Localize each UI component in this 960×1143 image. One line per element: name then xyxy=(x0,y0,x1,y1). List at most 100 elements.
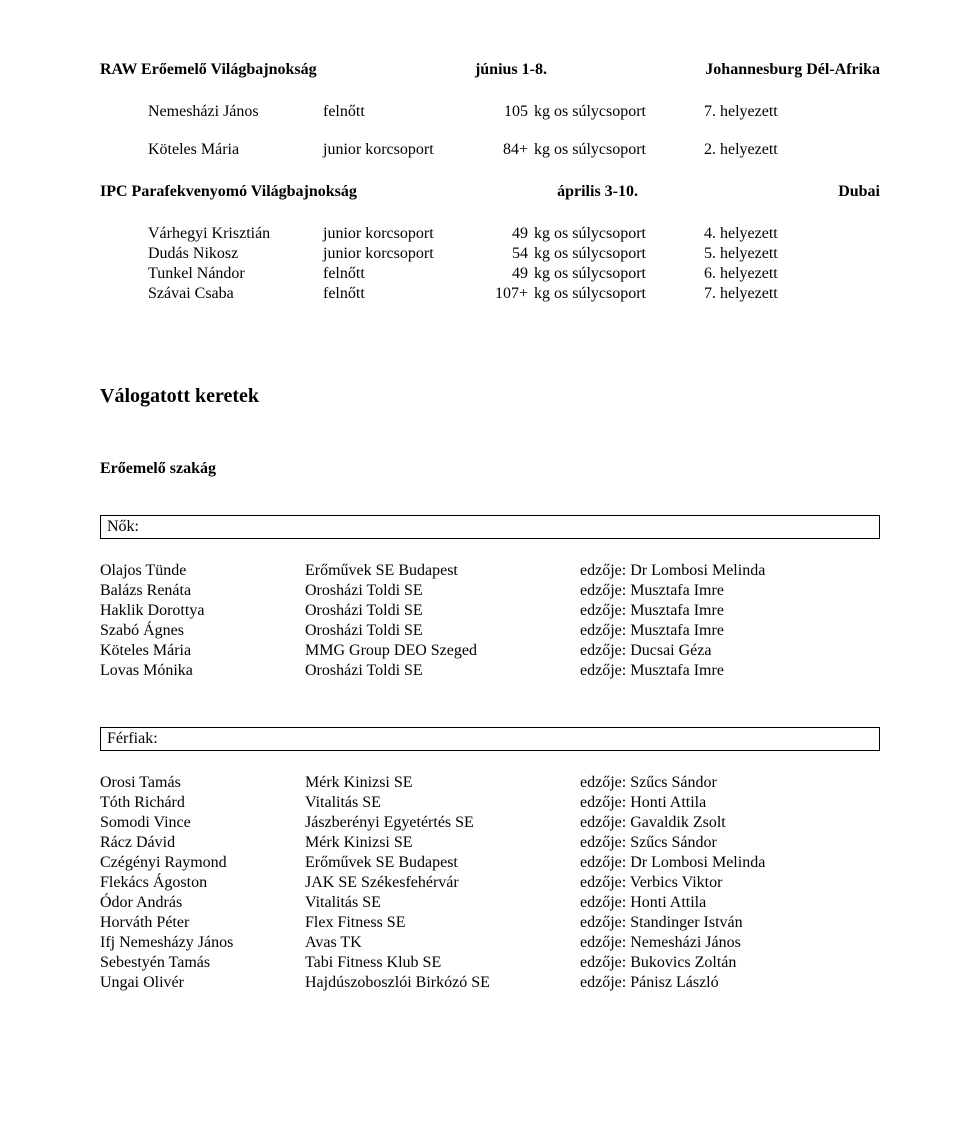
result-row: Nemesházi Jánosfelnőtt105kg os súlycsopo… xyxy=(148,102,880,122)
trio-row: Horváth PéterFlex Fitness SEedzője: Stan… xyxy=(100,913,880,933)
person-club: Jászberényi Egyetértés SE xyxy=(305,813,580,833)
person-coach: edzője: Honti Attila xyxy=(580,893,706,913)
result-num: 49 xyxy=(483,264,534,284)
event1-results: Nemesházi Jánosfelnőtt105kg os súlycsopo… xyxy=(100,102,880,160)
person-coach: edzője: Verbics Viktor xyxy=(580,873,722,893)
result-wt: kg os súlycsoport xyxy=(534,140,704,160)
trio-row: Lovas MónikaOrosházi Toldi SEedzője: Mus… xyxy=(100,661,880,681)
person-coach: edzője: Musztafa Imre xyxy=(580,601,724,621)
event2-title-mid: április 3-10. xyxy=(557,182,638,202)
person-club: Hajdúszoboszlói Birkózó SE xyxy=(305,973,580,993)
women-label-box: Nők: xyxy=(100,515,880,539)
result-num: 84+ xyxy=(483,140,534,160)
person-name: Haklik Dorottya xyxy=(100,601,305,621)
event1-title-right: Johannesburg Dél-Afrika xyxy=(705,60,880,80)
event1-title-left: RAW Erőemelő Világbajnokság xyxy=(100,60,317,80)
person-club: Erőművek SE Budapest xyxy=(305,561,580,581)
women-label: Nők: xyxy=(107,518,139,535)
person-name: Rácz Dávid xyxy=(100,833,305,853)
person-name: Sebestyén Tamás xyxy=(100,953,305,973)
person-coach: edzője: Standinger István xyxy=(580,913,743,933)
person-club: Avas TK xyxy=(305,933,580,953)
person-club: Orosházi Toldi SE xyxy=(305,581,580,601)
men-list: Orosi TamásMérk Kinizsi SEedzője: Szűcs … xyxy=(100,773,880,993)
person-name: Tóth Richárd xyxy=(100,793,305,813)
result-num: 105 xyxy=(483,102,534,122)
event1-header: RAW Erőemelő Világbajnokság június 1-8. … xyxy=(100,60,880,80)
person-coach: edzője: Honti Attila xyxy=(580,793,706,813)
person-coach: edzője: Szűcs Sándor xyxy=(580,773,717,793)
result-place: 6. helyezett xyxy=(704,264,778,284)
trio-row: Tóth RichárdVitalitás SEedzője: Honti At… xyxy=(100,793,880,813)
person-club: Vitalitás SE xyxy=(305,793,580,813)
trio-row: Köteles MáriaMMG Group DEO Szegededzője:… xyxy=(100,641,880,661)
section-title: Válogatott keretek xyxy=(100,384,880,409)
trio-row: Haklik DorottyaOrosházi Toldi SEedzője: … xyxy=(100,601,880,621)
person-club: Vitalitás SE xyxy=(305,893,580,913)
result-name: Nemesházi János xyxy=(148,102,323,122)
result-place: 4. helyezett xyxy=(704,224,778,244)
person-name: Orosi Tamás xyxy=(100,773,305,793)
result-age: felnőtt xyxy=(323,284,483,304)
result-wt: kg os súlycsoport xyxy=(534,102,704,122)
result-row: Köteles Máriajunior korcsoport84+kg os s… xyxy=(148,140,880,160)
result-row: Szávai Csabafelnőtt107+kg os súlycsoport… xyxy=(148,284,880,304)
person-club: JAK SE Székesfehérvár xyxy=(305,873,580,893)
result-place: 7. helyezett xyxy=(704,102,778,122)
person-club: Orosházi Toldi SE xyxy=(305,661,580,681)
person-coach: edzője: Musztafa Imre xyxy=(580,661,724,681)
person-name: Czégényi Raymond xyxy=(100,853,305,873)
trio-row: Ódor AndrásVitalitás SEedzője: Honti Att… xyxy=(100,893,880,913)
result-age: junior korcsoport xyxy=(323,244,483,264)
person-name: Köteles Mária xyxy=(100,641,305,661)
event2-title-left: IPC Parafekvenyomó Világbajnokság xyxy=(100,182,357,202)
result-place: 7. helyezett xyxy=(704,284,778,304)
event2-results: Várhegyi Krisztiánjunior korcsoport49kg … xyxy=(100,224,880,304)
result-wt: kg os súlycsoport xyxy=(534,264,704,284)
person-coach: edzője: Dr Lombosi Melinda xyxy=(580,561,765,581)
event2-header: IPC Parafekvenyomó Világbajnokság áprili… xyxy=(100,182,880,202)
result-name: Köteles Mária xyxy=(148,140,323,160)
result-place: 5. helyezett xyxy=(704,244,778,264)
person-club: Orosházi Toldi SE xyxy=(305,601,580,621)
person-name: Ungai Olivér xyxy=(100,973,305,993)
person-club: Flex Fitness SE xyxy=(305,913,580,933)
trio-row: Flekács ÁgostonJAK SE Székesfehérváredző… xyxy=(100,873,880,893)
person-name: Olajos Tünde xyxy=(100,561,305,581)
person-name: Szabó Ágnes xyxy=(100,621,305,641)
trio-row: Sebestyén TamásTabi Fitness Klub SEedzőj… xyxy=(100,953,880,973)
result-num: 49 xyxy=(483,224,534,244)
person-club: Mérk Kinizsi SE xyxy=(305,833,580,853)
result-name: Szávai Csaba xyxy=(148,284,323,304)
person-name: Flekács Ágoston xyxy=(100,873,305,893)
person-coach: edzője: Pánisz László xyxy=(580,973,719,993)
men-label-box: Férfiak: xyxy=(100,727,880,751)
women-list: Olajos TündeErőművek SE Budapestedzője: … xyxy=(100,561,880,681)
person-name: Balázs Renáta xyxy=(100,581,305,601)
result-place: 2. helyezett xyxy=(704,140,778,160)
person-club: Orosházi Toldi SE xyxy=(305,621,580,641)
trio-row: Balázs RenátaOrosházi Toldi SEedzője: Mu… xyxy=(100,581,880,601)
person-name: Somodi Vince xyxy=(100,813,305,833)
result-age: felnőtt xyxy=(323,264,483,284)
result-num: 54 xyxy=(483,244,534,264)
person-club: Mérk Kinizsi SE xyxy=(305,773,580,793)
person-coach: edzője: Bukovics Zoltán xyxy=(580,953,736,973)
sub-title: Erőemelő szakág xyxy=(100,459,880,479)
trio-row: Orosi TamásMérk Kinizsi SEedzője: Szűcs … xyxy=(100,773,880,793)
result-name: Tunkel Nándor xyxy=(148,264,323,284)
result-wt: kg os súlycsoport xyxy=(534,284,704,304)
trio-row: Ungai OlivérHajdúszoboszlói Birkózó SEed… xyxy=(100,973,880,993)
men-label: Férfiak: xyxy=(107,730,158,747)
person-club: MMG Group DEO Szeged xyxy=(305,641,580,661)
person-name: Horváth Péter xyxy=(100,913,305,933)
person-coach: edzője: Ducsai Géza xyxy=(580,641,711,661)
trio-row: Szabó ÁgnesOrosházi Toldi SEedzője: Musz… xyxy=(100,621,880,641)
result-wt: kg os súlycsoport xyxy=(534,244,704,264)
person-coach: edzője: Musztafa Imre xyxy=(580,621,724,641)
trio-row: Rácz DávidMérk Kinizsi SEedzője: Szűcs S… xyxy=(100,833,880,853)
trio-row: Ifj Nemesházy JánosAvas TKedzője: Nemesh… xyxy=(100,933,880,953)
trio-row: Olajos TündeErőművek SE Budapestedzője: … xyxy=(100,561,880,581)
event1-title-mid: június 1-8. xyxy=(475,60,547,80)
person-coach: edzője: Gavaldik Zsolt xyxy=(580,813,726,833)
